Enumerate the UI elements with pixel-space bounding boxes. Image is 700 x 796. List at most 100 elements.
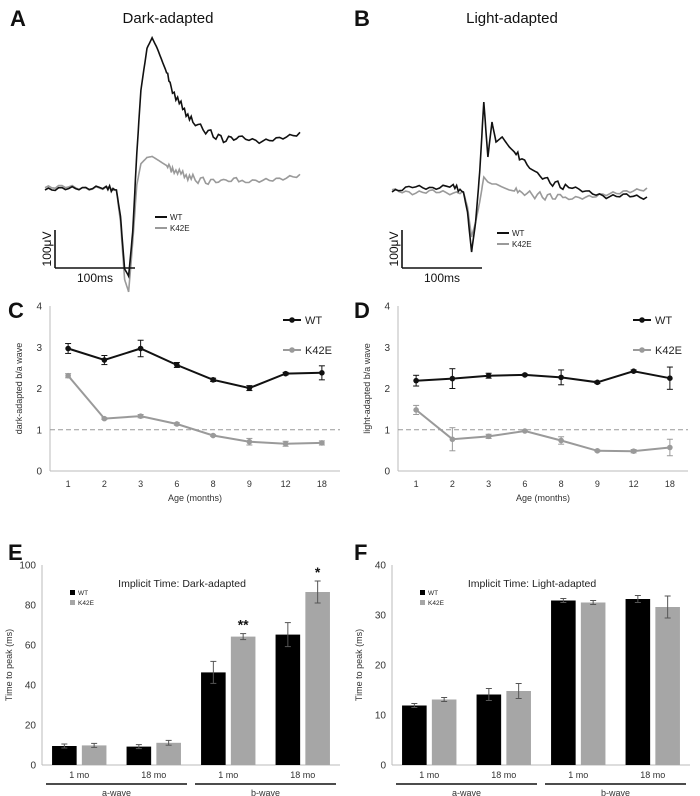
data-point-k42e [174, 421, 180, 427]
x-tick-label: 6 [174, 479, 179, 489]
y-tick-label: 10 [375, 711, 387, 722]
legend-label-k42e: K42E [428, 600, 445, 607]
data-point-k42e [246, 438, 253, 445]
x-tick-label: 8 [211, 479, 216, 489]
legend-swatch-k42e [70, 600, 75, 605]
panel-letter-e: E [8, 540, 23, 565]
bar-k42e [655, 607, 680, 765]
legend-swatch-k42e [420, 600, 425, 605]
legend-label-wt: WT [428, 590, 438, 597]
data-point-wt [667, 375, 673, 381]
x-tick-label: 1 [414, 479, 419, 489]
x-tick-label: 9 [595, 479, 600, 489]
bar-chart-f: 0 10 20 30 40 Time to peak (ms) Implicit Time:… [354, 561, 690, 796]
y-tick-label: 40 [375, 561, 387, 572]
x-tick-label: 12 [281, 479, 291, 489]
x-tick-label: 9 [247, 479, 252, 489]
y-axis-label: dark-adapted b/a wave [14, 343, 24, 435]
legend-label-k42e: K42E [512, 240, 532, 249]
significance-marker: * [315, 564, 321, 580]
legend-label-k42e: K42E [305, 345, 332, 357]
data-point-wt [210, 377, 216, 383]
y-tick-label: 0 [380, 761, 386, 772]
data-point-k42e [594, 447, 601, 454]
data-point-k42e [485, 433, 492, 440]
data-point-wt [101, 357, 108, 363]
series-line-k42e [415, 409, 671, 453]
y-tick-label: 3 [384, 343, 390, 354]
y-axis-label: light-adapted b/a wave [362, 343, 372, 434]
data-point-wt [413, 377, 419, 384]
data-point-wt [137, 345, 144, 352]
scale-bar-time-label: 100ms [424, 271, 460, 285]
x-tick-label: 1 mo [69, 770, 89, 780]
y-tick-label: 20 [375, 661, 387, 672]
data-point-wt [246, 385, 253, 391]
bar-k42e [230, 636, 256, 765]
legend-marker [639, 347, 645, 353]
bar-wt [625, 599, 651, 765]
bar-wt [126, 746, 152, 765]
y-tick-label: 60 [25, 641, 37, 652]
legend-label-k42e: K42E [78, 600, 95, 607]
x-tick-label: 2 [450, 479, 455, 489]
erg-panel-b: Light-adapted WT K42E 100μV 100ms [387, 10, 648, 285]
scale-bar-time-label: 100ms [77, 271, 113, 285]
x-tick-label: 18 mo [141, 770, 166, 780]
bar-wt [402, 705, 427, 765]
x-tick-label: 3 [486, 479, 491, 489]
trace-k42e [391, 175, 648, 238]
data-point-wt [485, 372, 492, 379]
y-tick-label: 1 [36, 425, 42, 436]
bar-k42e [81, 745, 107, 765]
x-tick-label: 18 mo [290, 770, 315, 780]
y-tick-label: 4 [36, 302, 42, 313]
data-point-k42e [101, 415, 108, 422]
data-point-k42e [413, 407, 419, 413]
x-tick-label: 2 [102, 479, 107, 489]
data-point-k42e [65, 372, 71, 379]
group-label: a-wave [102, 788, 131, 796]
y-tick-label: 40 [25, 681, 37, 692]
legend-label-wt: WT [512, 229, 525, 238]
group-label: b-wave [601, 788, 630, 796]
panel-letter-c: C [8, 298, 24, 323]
legend-label-k42e: K42E [655, 345, 682, 357]
y-axis-label: Time to peak (ms) [354, 629, 364, 701]
x-axis-label: Age (months) [168, 493, 222, 503]
legend-label-k42e: K42E [170, 224, 190, 233]
x-tick-label: 6 [522, 479, 527, 489]
data-point-wt [522, 372, 528, 378]
x-axis-label: Age (months) [516, 493, 570, 503]
data-point-k42e [319, 440, 325, 446]
series-line-k42e [67, 375, 322, 445]
chart-title: Implicit Time: Light-adapted [468, 578, 597, 590]
chart-title: Implicit Time: Dark-adapted [118, 578, 246, 590]
legend-label-wt: WT [78, 590, 88, 597]
data-point-wt [558, 374, 564, 381]
panel-letter-f: F [354, 540, 367, 565]
y-axis-label: Time to peak (ms) [4, 629, 14, 701]
x-tick-label: 18 mo [491, 770, 516, 780]
x-tick-label: 12 [629, 479, 639, 489]
x-tick-label: 18 mo [640, 770, 665, 780]
y-tick-label: 20 [25, 721, 37, 732]
erg-panel-a: Dark-adapted WT K42E 100μV 100ms [40, 10, 301, 293]
y-tick-label: 30 [375, 611, 387, 622]
data-point-k42e [558, 437, 564, 444]
bar-wt [275, 634, 301, 765]
x-tick-label: 1 mo [419, 770, 439, 780]
group-label: a-wave [452, 788, 481, 796]
x-tick-label: 1 mo [568, 770, 588, 780]
bar-k42e [431, 699, 457, 765]
y-tick-label: 0 [36, 467, 42, 478]
legend-swatch-wt [70, 590, 75, 595]
erg-title: Dark-adapted [123, 10, 214, 27]
data-point-wt [174, 362, 180, 368]
x-tick-label: 8 [559, 479, 564, 489]
y-tick-label: 2 [36, 384, 42, 395]
bar-wt [551, 600, 576, 765]
legend-label-wt: WT [305, 315, 322, 327]
bar-k42e [580, 602, 606, 765]
